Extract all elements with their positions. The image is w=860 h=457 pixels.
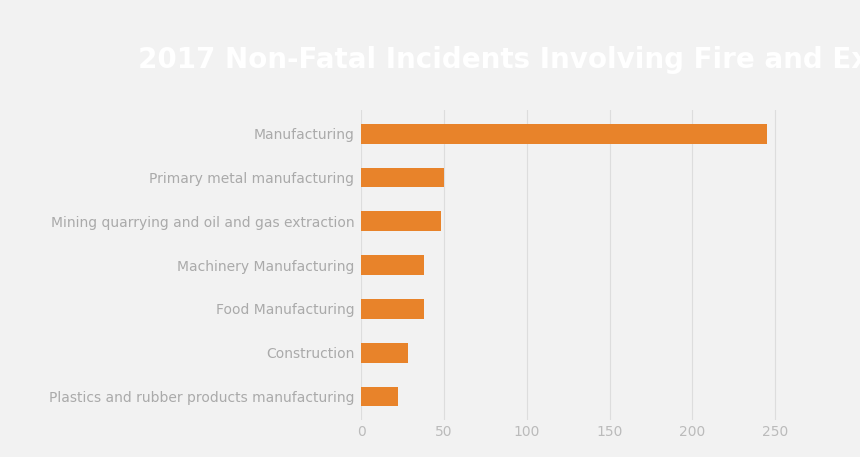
Text: 2017 Non-Fatal Incidents Involving Fire and Explosions: 2017 Non-Fatal Incidents Involving Fire … [138,46,860,74]
Bar [361,212,440,231]
Bar [361,255,424,275]
Bar [361,299,424,319]
Bar [361,168,444,187]
Bar [361,124,767,143]
Bar [361,343,408,362]
Bar [361,387,397,406]
